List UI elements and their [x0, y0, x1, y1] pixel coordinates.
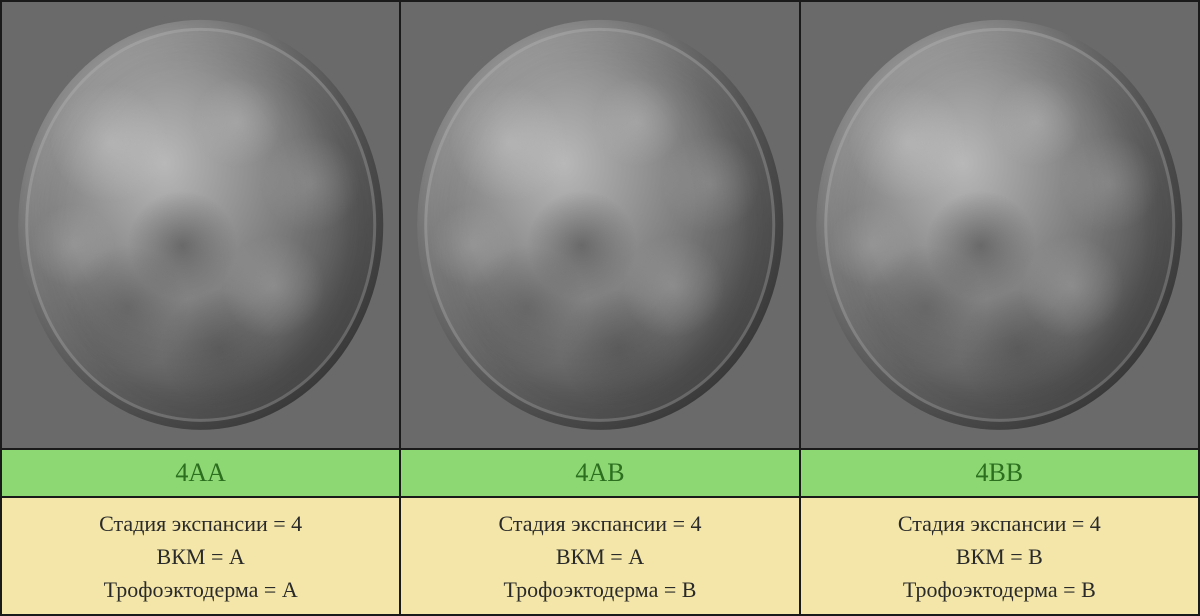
embryo-image-4bb	[801, 2, 1198, 448]
grade-detail: Стадия экспансии = 4ВКМ = AТрофоэктодерм…	[401, 498, 800, 614]
image-row	[2, 2, 1198, 450]
detail-row: Стадия экспансии = 4ВКМ = AТрофоэктодерм…	[2, 498, 1198, 614]
detail-line: ВКМ = A	[157, 540, 245, 573]
detail-line: Трофоэктодерма = A	[104, 573, 298, 606]
embryo-image-4aa	[2, 2, 401, 448]
grade-detail: Стадия экспансии = 4ВКМ = AТрофоэктодерм…	[2, 498, 401, 614]
embryo-icon	[18, 20, 384, 430]
grade-detail: Стадия экспансии = 4ВКМ = BТрофоэктодерм…	[801, 498, 1198, 614]
grading-panel: 4AA4AB4BB Стадия экспансии = 4ВКМ = AТро…	[0, 0, 1200, 616]
detail-line: Трофоэктодерма = B	[903, 573, 1096, 606]
embryo-icon	[417, 20, 783, 430]
detail-line: ВКМ = B	[956, 540, 1043, 573]
detail-line: ВКМ = A	[556, 540, 644, 573]
embryo-image-4ab	[401, 2, 800, 448]
grade-label-row: 4AA4AB4BB	[2, 450, 1198, 498]
grade-label: 4BB	[801, 450, 1198, 498]
grade-label: 4AB	[401, 450, 800, 498]
detail-line: Стадия экспансии = 4	[898, 507, 1101, 540]
detail-line: Трофоэктодерма = B	[504, 573, 697, 606]
grade-label: 4AA	[2, 450, 401, 498]
detail-line: Стадия экспансии = 4	[99, 507, 302, 540]
detail-line: Стадия экспансии = 4	[498, 507, 701, 540]
embryo-icon	[817, 20, 1183, 430]
